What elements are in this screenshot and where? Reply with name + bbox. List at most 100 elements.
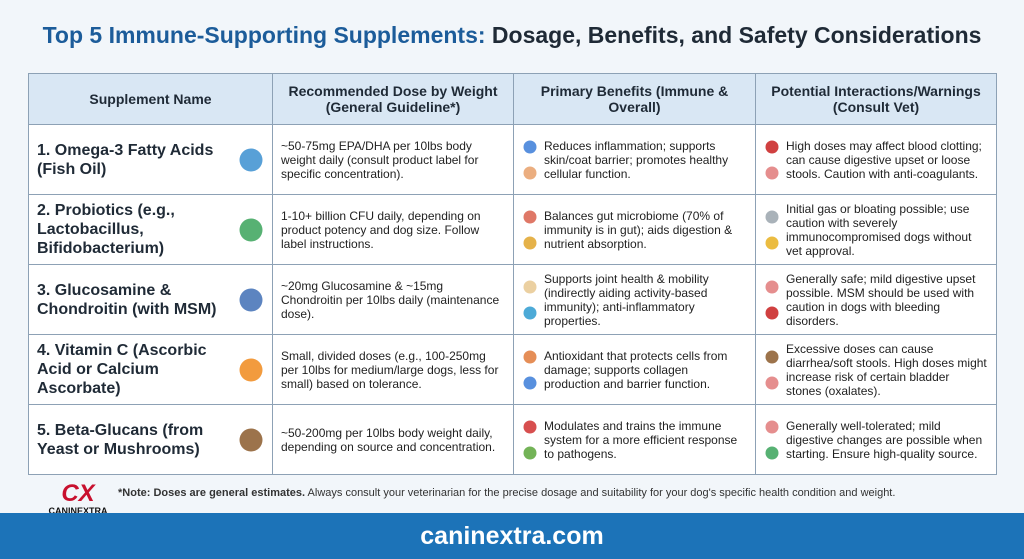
icon (523, 306, 537, 319)
icon (765, 140, 779, 153)
icon (765, 350, 779, 363)
title: Top 5 Immune-Supporting Supplements: Dos… (0, 22, 1024, 49)
table-cell: Generally well-tolerated; mild digestive… (755, 404, 997, 475)
cell-content: 4. Vitamin C (Ascorbic Acid or Calcium A… (37, 341, 264, 398)
table-cell: ~50-75mg EPA/DHA per 10lbs body weight d… (272, 124, 514, 195)
column-header: Primary Benefits (Immune & Overall) (513, 73, 756, 125)
supplement-name: 4. Vitamin C (Ascorbic Acid or Calcium A… (37, 342, 207, 397)
cell-content: Balances gut microbiome (70% of immunity… (522, 209, 747, 251)
cell-text: Modulates and trains the immune system f… (544, 418, 738, 461)
cell-text: ~20mg Glucosamine & ~15mg Chondroitin pe… (281, 278, 500, 321)
icons (764, 209, 780, 251)
icon (765, 446, 779, 459)
icon (523, 140, 537, 153)
icons (764, 349, 780, 391)
table-cell: ~50-200mg per 10lbs body weight daily, d… (272, 404, 514, 475)
icons (764, 419, 780, 461)
cell-text: Excessive doses can cause diarrhea/soft … (786, 341, 987, 398)
cell-text: Generally safe; mild digestive upset pos… (786, 271, 976, 328)
table-cell: Balances gut microbiome (70% of immunity… (513, 194, 756, 265)
supplement-name: 5. Beta-Glucans (from Yeast or Mushrooms… (37, 421, 204, 458)
supplement-name: 1. Omega-3 Fatty Acids (Fish Oil) (37, 141, 214, 178)
cell-content: ~20mg Glucosamine & ~15mg Chondroitin pe… (281, 279, 505, 321)
cell-text: ~50-75mg EPA/DHA per 10lbs body weight d… (281, 138, 479, 181)
cell-content: Small, divided doses (e.g., 100-250mg pe… (281, 349, 505, 391)
icon (523, 420, 537, 433)
cell-content: Generally safe; mild digestive upset pos… (764, 272, 988, 328)
icon (523, 376, 537, 389)
table-cell: Initial gas or bloating possible; use ca… (755, 194, 997, 265)
cell-content: ~50-200mg per 10lbs body weight daily, d… (281, 426, 505, 454)
icons (522, 209, 538, 251)
table-row: 5. Beta-Glucans (from Yeast or Mushrooms… (28, 404, 997, 475)
table-cell: 3. Glucosamine & Chondroitin (with MSM) (28, 264, 273, 335)
icon (765, 376, 779, 389)
table-cell: Supports joint health & mobility (indire… (513, 264, 756, 335)
cell-content: Modulates and trains the immune system f… (522, 419, 747, 461)
icons (522, 139, 538, 181)
cell-text: Initial gas or bloating possible; use ca… (786, 201, 972, 258)
table-row: 4. Vitamin C (Ascorbic Acid or Calcium A… (28, 334, 997, 405)
table-row: 3. Glucosamine & Chondroitin (with MSM) ~… (28, 264, 997, 335)
icon (523, 446, 537, 459)
note-bold: *Note: Doses are general estimates. (118, 487, 306, 499)
column-header: Potential Interactions/Warnings (Consult… (755, 73, 997, 125)
cell-text: Generally well-tolerated; mild digestive… (786, 418, 983, 461)
icons (522, 279, 538, 321)
cell-content: Reduces inflammation; supports skin/coat… (522, 139, 747, 181)
note-text: Always consult your veterinarian for the… (307, 487, 896, 499)
icon (523, 350, 537, 363)
icon (765, 306, 779, 319)
icons (522, 349, 538, 391)
cell-content: 3. Glucosamine & Chondroitin (with MSM) (37, 281, 264, 319)
table-cell: 1-10+ billion CFU daily, depending on pr… (272, 194, 514, 265)
supplement-table: Supplement Name Recommended Dose by Weigh… (28, 73, 997, 475)
table-cell: Reduces inflammation; supports skin/coat… (513, 124, 756, 195)
icon (239, 358, 263, 381)
cell-text: Small, divided doses (e.g., 100-250mg pe… (281, 348, 499, 391)
cell-content: Generally well-tolerated; mild digestive… (764, 419, 988, 461)
icon (239, 428, 263, 451)
logo-mark: CX (61, 480, 95, 507)
cell-content: Initial gas or bloating possible; use ca… (764, 202, 988, 258)
table-row: 2. Probiotics (e.g., Lactobacillus, Bifi… (28, 194, 997, 265)
cell-text: High doses may affect blood clotting; ca… (786, 138, 982, 181)
table-cell: Generally safe; mild digestive upset pos… (755, 264, 997, 335)
icon (239, 218, 263, 241)
icon (765, 166, 779, 179)
column-header: Recommended Dose by Weight (General Guid… (272, 73, 514, 125)
column-header: Supplement Name (28, 73, 273, 125)
icon (765, 210, 779, 223)
table-cell: Small, divided doses (e.g., 100-250mg pe… (272, 334, 514, 405)
table-cell: 5. Beta-Glucans (from Yeast or Mushrooms… (28, 404, 273, 475)
cell-content: Antioxidant that protects cells from dam… (522, 349, 747, 391)
cell-text: 1-10+ billion CFU daily, depending on pr… (281, 208, 481, 251)
cell-content: High doses may affect blood clotting; ca… (764, 139, 988, 181)
supplement-name: 3. Glucosamine & Chondroitin (with MSM) (37, 281, 217, 318)
table-cell: 1. Omega-3 Fatty Acids (Fish Oil) (28, 124, 273, 195)
footer-url: caninextra.com (0, 513, 1024, 559)
cell-text: Balances gut microbiome (70% of immunity… (544, 208, 733, 251)
cell-text: Antioxidant that protects cells from dam… (544, 348, 728, 391)
icon (523, 280, 537, 293)
table-cell: High doses may affect blood clotting; ca… (755, 124, 997, 195)
icon (523, 210, 537, 223)
icon (523, 236, 537, 249)
icon (239, 148, 263, 171)
table-cell: Modulates and trains the immune system f… (513, 404, 756, 475)
title-lead: Top 5 Immune-Supporting Supplements: (42, 22, 486, 48)
cell-content: 5. Beta-Glucans (from Yeast or Mushrooms… (37, 421, 264, 459)
icon (765, 236, 779, 249)
cell-text: Supports joint health & mobility (indire… (544, 271, 709, 328)
icon (523, 166, 537, 179)
table-row: 1. Omega-3 Fatty Acids (Fish Oil) ~50-75m… (28, 124, 997, 195)
table-cell: Antioxidant that protects cells from dam… (513, 334, 756, 405)
logo: CX CANINEXTRA (40, 480, 116, 517)
supplement-name: 2. Probiotics (e.g., Lactobacillus, Bifi… (37, 202, 175, 257)
header-row: Supplement Name Recommended Dose by Weigh… (28, 73, 997, 125)
note: *Note: Doses are general estimates. Alwa… (118, 487, 895, 499)
cell-content: Excessive doses can cause diarrhea/soft … (764, 342, 988, 398)
cell-text: ~50-200mg per 10lbs body weight daily, d… (281, 425, 496, 454)
cell-content: 1. Omega-3 Fatty Acids (Fish Oil) (37, 141, 264, 179)
cell-content: ~50-75mg EPA/DHA per 10lbs body weight d… (281, 139, 505, 181)
